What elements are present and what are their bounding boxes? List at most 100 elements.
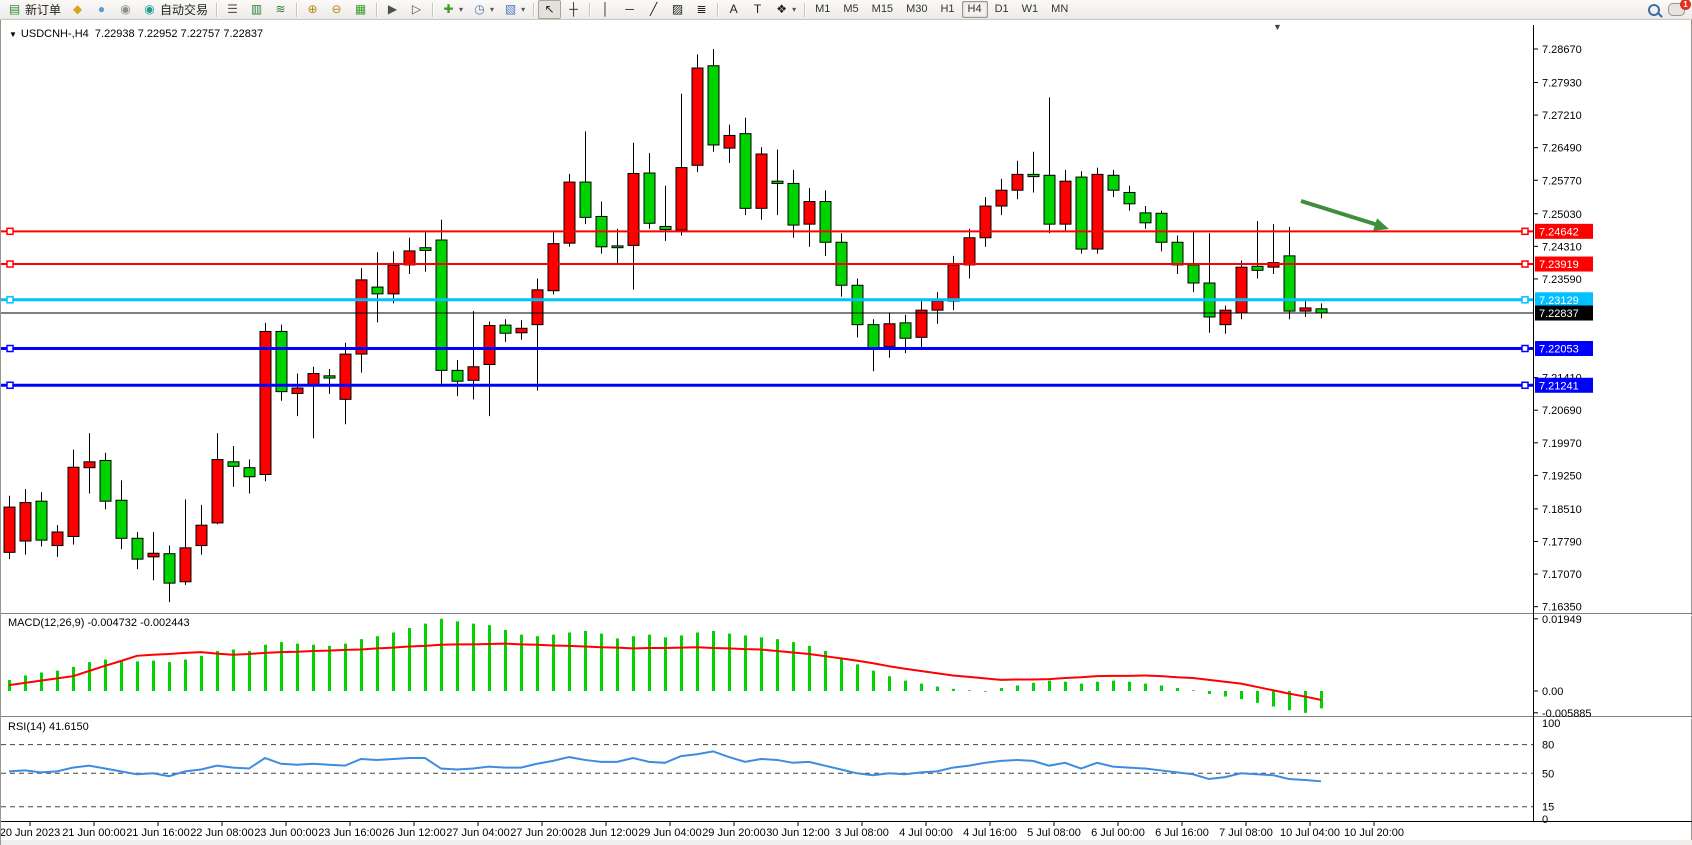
candlestick: [531, 289, 544, 326]
timeframe-h4-button[interactable]: H4: [961, 1, 988, 18]
toolbar-separator: [376, 2, 378, 17]
new-chart-button[interactable]: ✚ ▾: [437, 0, 467, 19]
candlestick: [691, 67, 704, 166]
price-label-badge: [1535, 256, 1593, 272]
line-handle[interactable]: [1521, 344, 1529, 353]
timeframe-m30-button[interactable]: M30: [906, 3, 928, 15]
candlestick: [883, 323, 896, 347]
time-tick-label: 21 Jun 00:00: [62, 827, 126, 839]
timeframe-w1-button[interactable]: W1: [1021, 3, 1039, 15]
time-tick-label: 30 Jun 12:00: [766, 827, 830, 839]
period-selector-button[interactable]: ◷ ▾: [468, 0, 498, 19]
time-tick-label: 4 Jul 00:00: [899, 827, 953, 839]
text-label-tool[interactable]: T: [746, 0, 769, 19]
candlestick: [851, 284, 864, 326]
arrows-tool[interactable]: ❖ ▾: [770, 0, 800, 19]
signals-icon[interactable]: ◉: [114, 0, 137, 19]
community-icon[interactable]: ●: [90, 0, 113, 19]
new-order-button[interactable]: ▤ 新订单: [3, 0, 65, 19]
auto-scroll-icon[interactable]: ▶: [381, 0, 404, 19]
candlestick: [787, 182, 800, 226]
time-tick-label: 10 Jul 04:00: [1280, 827, 1340, 839]
gold-trade-icon-icon: ◆: [72, 2, 83, 16]
zoom-in-icon[interactable]: ⊕: [301, 0, 324, 19]
chart-canvas[interactable]: 7.28670 7.27930 7.27210 7.26490 7.25770 7.250…: [1, 20, 1692, 845]
zoom-in-icon-icon: ⊕: [307, 2, 318, 16]
time-tick-label: 27 Jun 20:00: [510, 827, 574, 839]
candlestick: [179, 547, 192, 583]
toolbar-separator: [432, 2, 434, 17]
candlestick: [611, 245, 624, 249]
candlestick-chart-icon-icon: ▥: [250, 2, 263, 16]
arrow-object-head[interactable]: [1373, 218, 1389, 231]
candlestick: [483, 325, 496, 365]
candlestick: [227, 461, 240, 467]
candlestick: [1043, 174, 1056, 225]
timeframe-d1-button[interactable]: D1: [994, 3, 1009, 15]
candlestick: [403, 250, 416, 266]
line-handle[interactable]: [6, 381, 14, 390]
main-toolbar: ▤ 新订单 ◆ ● ◉ ◉ 自动交易 ☰ ▥ ≋ ⊕ ⊖ ▦ ▶ ▷ ✚ ▾ ◷ ▾ ▧ ▾ ↖ ┼ │ ─ ╱ ▨ ≣ A T ❖ ▾ M1 M…: [0, 0, 1692, 20]
timeframe-mn-button[interactable]: MN: [1051, 3, 1069, 15]
candlestick: [579, 181, 592, 218]
notifications-button[interactable]: 1: [1668, 0, 1691, 16]
macd-tick-label: 0.00: [1542, 686, 1563, 698]
arrow-object-shaft[interactable]: [1300, 199, 1382, 228]
price-label-text: 7.22053: [1539, 344, 1579, 356]
candlestick: [707, 65, 720, 146]
bar-chart-icon[interactable]: ☰: [221, 0, 244, 19]
chevron-down-icon[interactable]: ▼: [9, 30, 17, 39]
toolbar-separator: [589, 2, 591, 17]
fibonacci-tool[interactable]: ≣: [690, 0, 713, 19]
candlestick: [291, 387, 304, 394]
candlestick: [99, 459, 112, 502]
tile-windows-icon[interactable]: ▦: [349, 0, 372, 19]
price-label-badge: [1535, 305, 1593, 321]
line-handle[interactable]: [6, 296, 14, 304]
channel-tool[interactable]: ▨: [666, 0, 689, 19]
gold-trade-icon[interactable]: ◆: [66, 0, 89, 19]
trendline-tool[interactable]: ╱: [642, 0, 665, 19]
candlestick: [275, 330, 288, 393]
cursor-tool[interactable]: ↖: [538, 0, 562, 19]
chart-shift-marker-icon[interactable]: ▼: [1273, 22, 1282, 32]
chart-shift-icon-icon: ▷: [411, 2, 422, 16]
autotrading-button[interactable]: ◉ 自动交易: [138, 0, 212, 19]
text-tool[interactable]: A: [722, 0, 745, 19]
crosshair-tool[interactable]: ┼: [562, 0, 585, 19]
line-handle[interactable]: [1521, 381, 1529, 390]
line-handle[interactable]: [6, 344, 14, 353]
timeframe-h1-button[interactable]: H1: [940, 3, 955, 15]
candlestick: [723, 134, 736, 149]
horizontal-line-tool[interactable]: ─: [618, 0, 641, 19]
chart-shift-icon[interactable]: ▷: [405, 0, 428, 19]
line-handle[interactable]: [6, 260, 14, 268]
search-icon[interactable]: [1648, 3, 1660, 16]
time-tick-label: 5 Jul 08:00: [1027, 827, 1081, 839]
vertical-line-tool[interactable]: │: [594, 0, 617, 19]
line-handle[interactable]: [1521, 296, 1529, 304]
vertical-line-icon: │: [601, 2, 610, 16]
community-icon-icon: ●: [97, 2, 106, 16]
line-chart-icon[interactable]: ≋: [269, 0, 292, 19]
timeframe-m15-button[interactable]: M15: [871, 3, 894, 15]
candlestick: [1107, 174, 1120, 191]
timeframe-m5-button[interactable]: M5: [843, 3, 859, 15]
zoom-out-icon[interactable]: ⊖: [325, 0, 348, 19]
candlestick: [755, 153, 768, 209]
notification-badge: 1: [1680, 0, 1691, 10]
candlestick-chart-icon[interactable]: ▥: [245, 0, 268, 19]
line-handle[interactable]: [1521, 260, 1529, 268]
candlestick: [51, 531, 64, 547]
template-button[interactable]: ▧ ▾: [499, 0, 529, 19]
price-tick-label: 7.23590: [1542, 274, 1582, 286]
timeframe-m1-button[interactable]: M1: [815, 3, 831, 15]
candlestick: [1011, 173, 1024, 191]
time-tick-label: 21 Jun 16:00: [126, 827, 190, 839]
price-label-text: 7.21241: [1539, 380, 1579, 392]
line-handle[interactable]: [6, 227, 14, 236]
auto-scroll-icon-icon: ▶: [387, 2, 398, 16]
line-handle[interactable]: [1521, 227, 1529, 236]
candlestick: [931, 300, 944, 311]
chart-window[interactable]: 7.28670 7.27930 7.27210 7.26490 7.25770 7.250…: [0, 20, 1692, 845]
